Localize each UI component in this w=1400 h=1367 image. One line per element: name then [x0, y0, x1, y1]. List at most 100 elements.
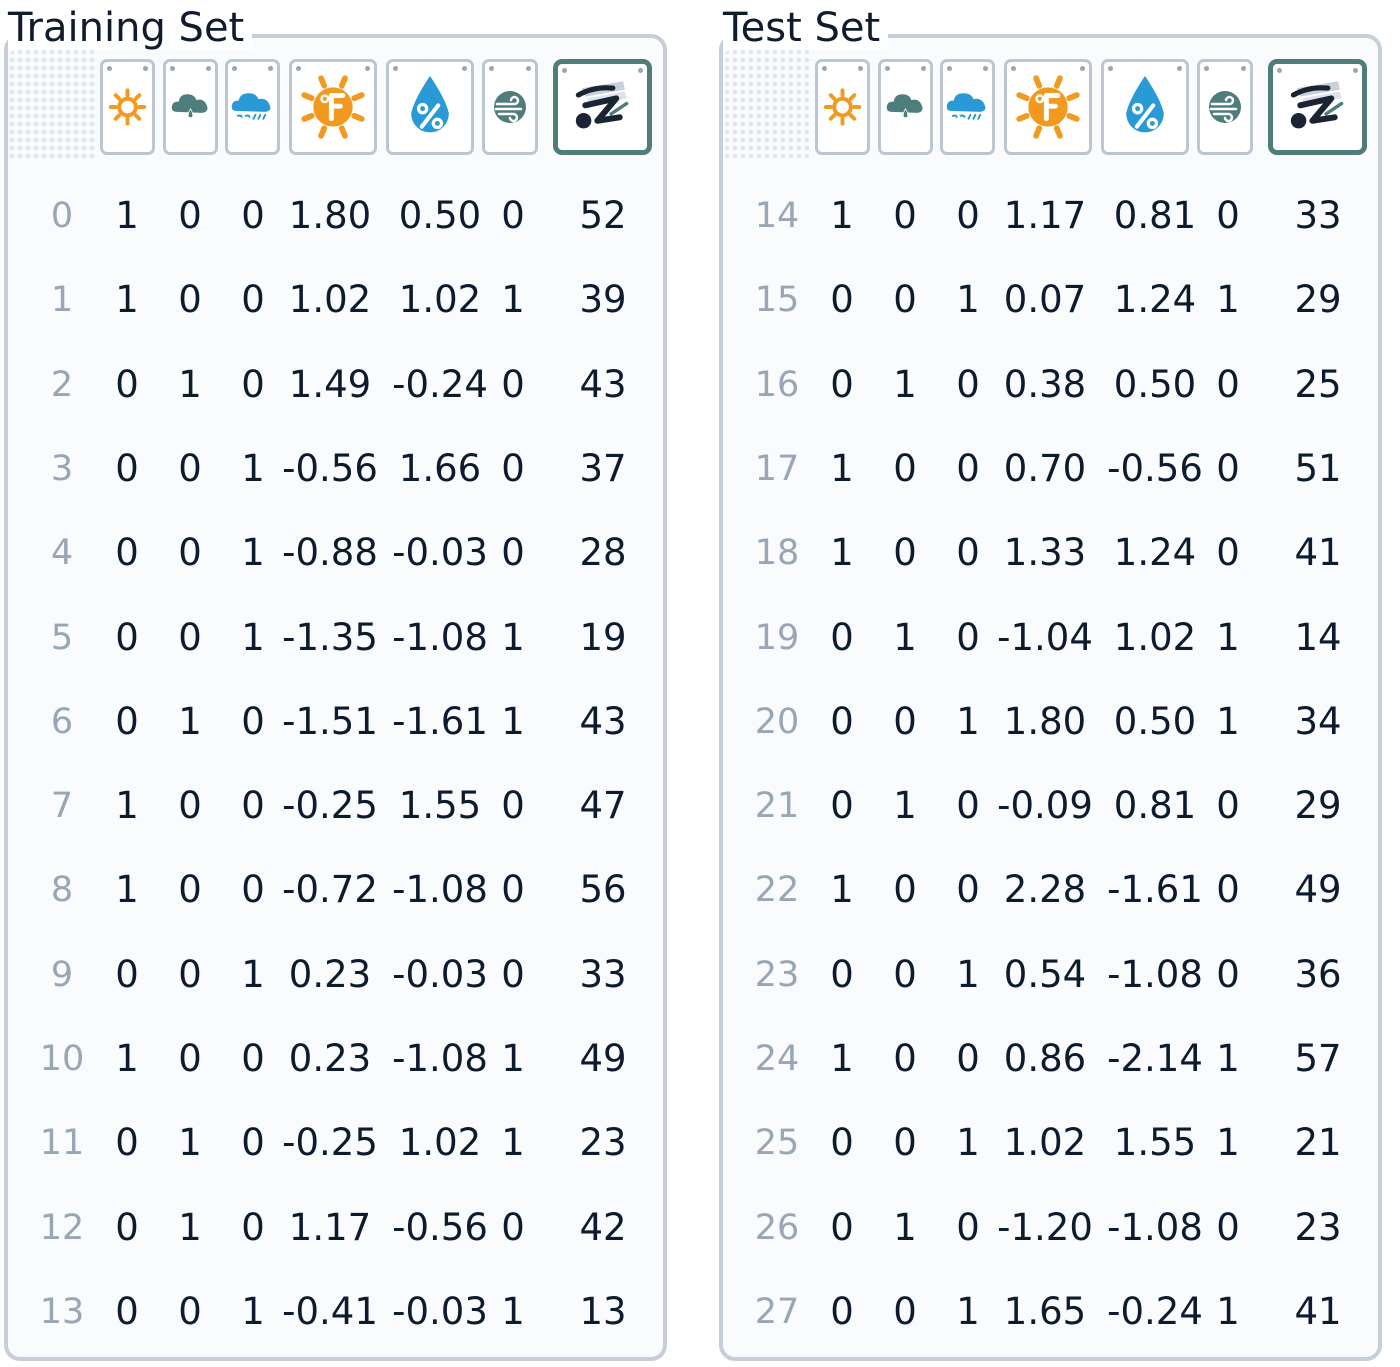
cell-target: 43 [579, 362, 627, 406]
cell-target: 14 [1294, 615, 1342, 659]
cell-rainy: 0 [241, 784, 265, 828]
cell-rainy: 0 [241, 699, 265, 743]
cell-target: 51 [1294, 446, 1342, 490]
cell-target: 49 [579, 1037, 627, 1080]
cell-sunny: 0 [115, 615, 139, 659]
cell-target: 29 [1294, 784, 1342, 828]
cell-cloudy: 0 [893, 1289, 917, 1333]
cell-temp: -1.20 [997, 1205, 1093, 1249]
cell-humidity: -1.61 [392, 699, 488, 743]
cell-windy: 0 [501, 868, 525, 912]
cell-target: 34 [1294, 699, 1342, 743]
cell-target: 39 [579, 278, 627, 322]
cell-temp: 0.86 [1003, 1037, 1087, 1080]
header-tile-windy [482, 59, 538, 155]
cell-humidity: -2.14 [1107, 1037, 1203, 1080]
cell-target: 29 [1294, 278, 1342, 322]
cell-humidity: 1.02 [398, 278, 482, 322]
cell-temp: 0.70 [1003, 446, 1087, 490]
cell-windy: 0 [1216, 952, 1240, 996]
cell-cloudy: 1 [178, 1121, 202, 1165]
cell-windy: 0 [1216, 868, 1240, 912]
row-index: 3 [50, 448, 74, 489]
cell-sunny: 1 [830, 1037, 854, 1080]
cell-windy: 0 [501, 952, 525, 996]
cell-temp: 0.38 [1003, 362, 1087, 406]
cell-humidity: 0.50 [1113, 362, 1197, 406]
sun-icon [818, 62, 867, 152]
training-set-panel: Training Set [4, 6, 667, 1361]
cell-windy: 0 [501, 531, 525, 575]
cell-humidity: 0.81 [1113, 784, 1197, 828]
cell-sunny: 0 [830, 699, 854, 743]
cell-sunny: 1 [115, 784, 139, 828]
cell-windy: 0 [1216, 362, 1240, 406]
header-tile-sunny [100, 59, 155, 155]
cell-target: 47 [579, 784, 627, 828]
cell-humidity: 0.50 [398, 194, 482, 237]
cell-windy: 0 [1216, 1205, 1240, 1249]
cell-cloudy: 0 [893, 699, 917, 743]
dot-pattern [8, 48, 98, 158]
cell-rainy: 0 [241, 1121, 265, 1165]
cell-windy: 1 [501, 615, 525, 659]
cell-humidity: 1.55 [1113, 1121, 1197, 1165]
cell-rainy: 1 [956, 278, 980, 322]
wind-icon [485, 62, 535, 152]
row-index: 20 [754, 701, 800, 742]
cell-windy: 1 [501, 1289, 525, 1333]
header-tile-temp [289, 59, 377, 155]
row-index: 19 [754, 617, 800, 658]
cell-temp: 1.02 [1003, 1121, 1087, 1165]
temperature-fahrenheit-icon [292, 62, 374, 152]
cell-humidity: -1.61 [1107, 868, 1203, 912]
cell-cloudy: 0 [893, 446, 917, 490]
cell-sunny: 1 [830, 868, 854, 912]
cell-cloudy: 0 [893, 278, 917, 322]
temperature-fahrenheit-icon [1007, 62, 1089, 152]
row-index: 26 [754, 1207, 800, 1248]
cell-rainy: 1 [241, 446, 265, 490]
cell-windy: 1 [1216, 615, 1240, 659]
cell-humidity: -1.08 [392, 615, 488, 659]
header-tile-windy [1197, 59, 1253, 155]
row-index: 17 [754, 448, 800, 489]
cell-cloudy: 0 [178, 615, 202, 659]
header-tile-rainy [940, 59, 995, 155]
row-index: 22 [754, 870, 800, 911]
cell-sunny: 0 [115, 446, 139, 490]
cell-temp: -1.51 [282, 699, 378, 743]
cell-temp: -0.88 [282, 531, 378, 575]
cell-rainy: 1 [241, 952, 265, 996]
cell-humidity: -0.56 [1107, 446, 1203, 490]
cell-temp: -0.09 [997, 784, 1093, 828]
cell-target: 21 [1294, 1121, 1342, 1165]
cell-temp: 1.17 [1003, 194, 1087, 237]
row-index: 15 [754, 280, 800, 321]
header-tile-target [553, 59, 652, 155]
cell-temp: 2.28 [1003, 868, 1087, 912]
cell-windy: 0 [1216, 784, 1240, 828]
cell-cloudy: 0 [178, 194, 202, 237]
cell-rainy: 1 [241, 1289, 265, 1333]
row-index: 27 [754, 1291, 800, 1332]
cell-sunny: 0 [830, 784, 854, 828]
cell-windy: 0 [501, 194, 525, 237]
cell-humidity: 1.24 [1113, 278, 1197, 322]
row-index: 6 [50, 701, 74, 742]
cell-cloudy: 0 [893, 1121, 917, 1165]
row-index: 21 [754, 786, 800, 827]
row-index: 12 [39, 1207, 85, 1248]
cell-humidity: 1.02 [1113, 615, 1197, 659]
header-tile-cloudy [878, 59, 933, 155]
header-tile-temp [1004, 59, 1092, 155]
cell-rainy: 0 [241, 278, 265, 322]
cell-temp: -1.35 [282, 615, 378, 659]
cell-humidity: -0.56 [392, 1205, 488, 1249]
cell-windy: 0 [501, 362, 525, 406]
cell-target: 49 [1294, 868, 1342, 912]
cell-cloudy: 0 [178, 952, 202, 996]
cell-target: 37 [579, 446, 627, 490]
cell-sunny: 0 [830, 615, 854, 659]
cell-cloudy: 1 [893, 784, 917, 828]
